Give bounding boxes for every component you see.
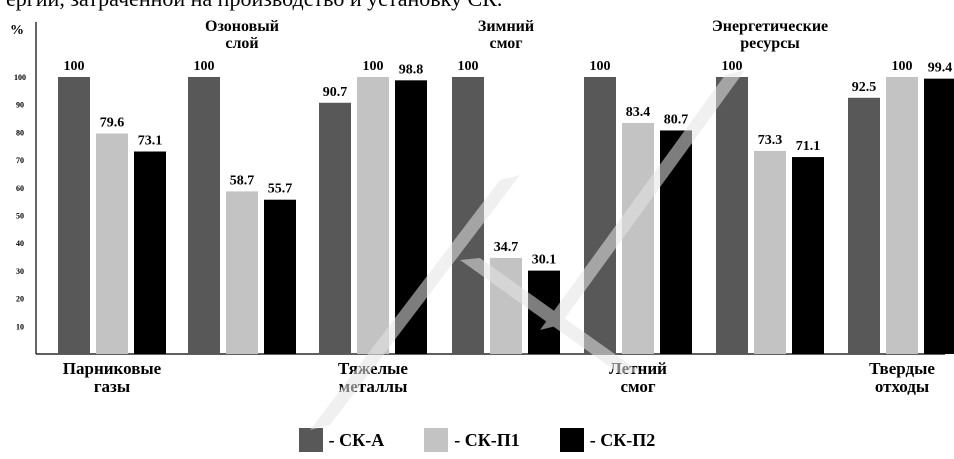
data-label: 100 [64,59,85,74]
legend: - СК-А - СК-П1 - СК-П2 [0,428,954,452]
y-tick-label: 10 [16,322,24,331]
bar [924,78,954,355]
bar [848,97,880,355]
bar [319,102,351,354]
data-label: 73.3 [758,133,783,148]
data-label: 100 [722,59,743,74]
legend-swatch [424,428,449,452]
y-tick-label: 50 [16,212,24,221]
y-tick-label: 70 [16,156,24,165]
y-tick-label: 20 [16,295,24,304]
bar [490,257,522,354]
bar [188,77,220,354]
legend-item: - СК-А [298,428,385,452]
bar [584,77,616,354]
bar [395,80,427,354]
bar [528,270,560,354]
bar [452,77,484,354]
category-label-top: Энергетические ресурсы [711,18,829,52]
category-label-bottom: Парниковые газы [62,359,162,396]
legend-label: - СК-П2 [589,429,656,450]
category-label-bottom: Твердые отходы [869,359,935,396]
y-tick-label: 30 [16,267,24,276]
legend-item: - СК-П1 [424,428,520,452]
category-label-top: Зимний смог [477,18,535,52]
data-label: 99.4 [928,61,953,76]
legend-swatch [298,428,323,452]
data-label: 55.7 [268,182,293,197]
bar [622,122,654,355]
category-label-bottom: Летний смог [609,359,667,396]
bar [716,77,748,354]
data-label: 34.7 [494,240,519,255]
data-label: 100 [590,59,611,74]
data-label: 73.1 [138,134,163,149]
bar [357,77,389,354]
y-tick-label: 90 [16,101,24,110]
category-label-bottom: Тяжелые металлы [338,359,408,396]
data-label: 71.1 [796,139,821,154]
data-label: 100 [892,59,913,74]
y-tick-label: 100 [14,73,26,82]
bar [792,157,824,354]
y-tick-label: 80 [16,128,24,137]
bar [58,77,90,354]
bar [886,77,918,354]
data-label: 80.7 [664,112,689,127]
bar [96,133,128,354]
bar [754,150,786,354]
bar [134,151,166,354]
data-label: 98.8 [399,62,424,77]
legend-swatch [559,428,584,452]
y-tick-label: 40 [16,239,24,248]
bar [660,130,692,354]
data-label: 100 [458,59,479,74]
y-axis-label: % [10,23,24,38]
data-label: 58.7 [230,173,255,188]
legend-label: - СК-П1 [454,429,520,450]
data-label: 90.7 [323,85,348,100]
header-text: ергии, затраченной на производство и уст… [6,0,502,12]
data-label: 30.1 [532,253,557,268]
legend-label: - СК-А [328,429,385,450]
y-tick-label: 60 [16,184,24,193]
bar [226,191,258,354]
data-label: 83.4 [626,105,651,120]
category-label-top: Озоновый слой [205,18,279,52]
legend-item: - СК-П2 [559,428,656,452]
data-label: 92.5 [852,80,877,95]
data-label: 100 [363,59,384,74]
bar [264,199,296,354]
data-label: 100 [194,59,215,74]
data-label: 79.6 [100,116,125,131]
